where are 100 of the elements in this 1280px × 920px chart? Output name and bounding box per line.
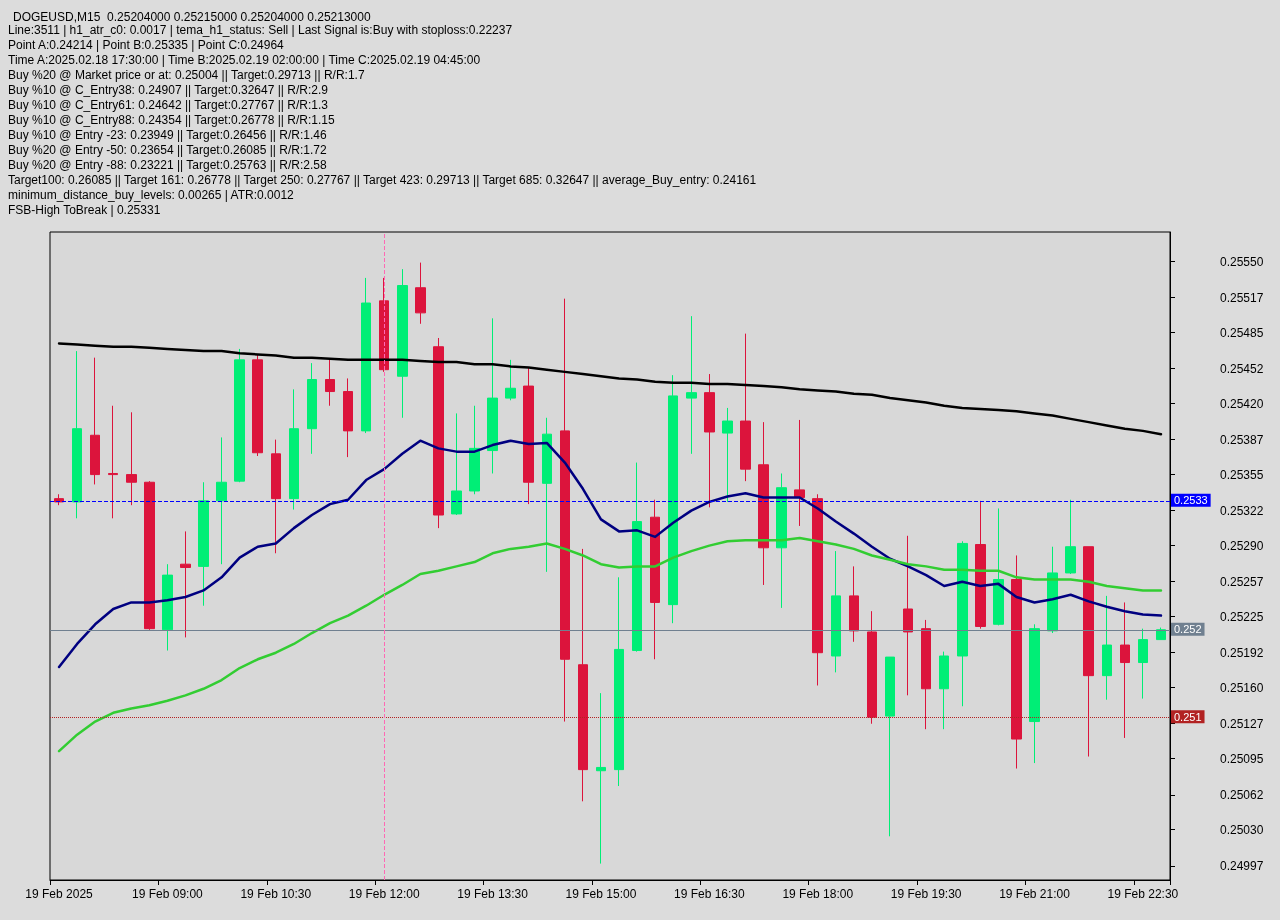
- x-tick-label: 19 Feb 12:00: [348, 887, 420, 901]
- text: Buy %20 @ Market price or at: 0.25004 || Target:0.29713 || R/R:1.7: [8, 68, 365, 82]
- x-tick-label: 19 Feb 18:00: [782, 887, 854, 901]
- candlestick: [975, 500, 986, 630]
- ref-line-label: 0.2533: [1174, 494, 1208, 507]
- candlestick: [523, 367, 534, 505]
- candlestick: [921, 619, 931, 730]
- candlestick: [740, 333, 751, 482]
- y-tick-label: 0.25127: [1220, 716, 1264, 731]
- candlestick: [776, 473, 787, 609]
- candlestick: [252, 353, 263, 457]
- x-tick-label: 19 Feb 09:00: [132, 887, 204, 901]
- candlestick: [469, 405, 480, 495]
- text: minimum_distance_buy_levels: 0.00265 | ATR:0.0012: [8, 188, 295, 202]
- candlestick: [632, 462, 642, 653]
- candlestick: [289, 388, 299, 511]
- ref-line-label: 0.251: [1174, 710, 1202, 723]
- y-tick-label: 0.25517: [1220, 290, 1264, 305]
- text: Line:3511 | h1_atr_c0: 0.0017 | tema_h1_status: Sell | Last Signal is:Buy with stoploss:0.22237: [8, 23, 513, 37]
- x-tick-label: 19 Feb 19:30: [890, 887, 962, 901]
- y-tick-label: 0.25355: [1220, 467, 1264, 482]
- y-tick-label: 0.25095: [1220, 751, 1264, 766]
- y-tick-label: 0.25550: [1220, 254, 1264, 269]
- text: Buy %20 @ Entry -88: 0.23221 || Target:0.25763 || R/R:2.58: [8, 158, 327, 172]
- candlestick: [415, 262, 426, 325]
- candlestick: [144, 480, 155, 631]
- chart-title: DOGEUSD,M15 0.25204000 0.25215000 0.25204000 0.25213000: [13, 10, 371, 24]
- candlestick: [596, 692, 606, 865]
- line-series: [57, 536, 1163, 753]
- y-tick-label: 0.25257: [1220, 574, 1264, 589]
- candlestick: [451, 412, 462, 516]
- candlestick: [216, 436, 227, 565]
- candlestick: [433, 337, 444, 529]
- y-tick-label: 0.25030: [1220, 822, 1264, 837]
- y-tick-label: 0.25290: [1220, 538, 1264, 553]
- y-tick-label: 0.25225: [1220, 609, 1264, 624]
- candlestick: [1065, 499, 1076, 575]
- candlestick: [1138, 628, 1148, 700]
- candlestick: [162, 563, 173, 652]
- candlestick: [1120, 601, 1130, 739]
- candlestick: [993, 507, 1004, 626]
- candlestick: [343, 377, 353, 458]
- candlestick: [614, 576, 624, 787]
- y-tick-label: 0.25485: [1220, 325, 1264, 340]
- candlestick: [1102, 595, 1112, 701]
- candlestick: [379, 277, 389, 373]
- x-tick-label: 19 Feb 22:30: [1107, 887, 1179, 901]
- x-tick-label: 19 Feb 10:30: [240, 887, 312, 901]
- candlestick: [722, 407, 733, 503]
- text: Buy %10 @ C_Entry88: 0.24354 || Target:0.26778 || R/R:1.15: [8, 113, 335, 127]
- candlestick: [704, 373, 715, 508]
- candlestick: [487, 317, 498, 474]
- x-tick-label: 19 Feb 21:00: [999, 887, 1071, 901]
- candlestick: [126, 411, 137, 506]
- text: Time A:2025.02.18 17:30:00 | Time B:2025.02.19 02:00:00 | Time C:2025.02.19 04:45:00: [8, 53, 481, 67]
- candlestick: [560, 298, 570, 723]
- candlestick: [885, 656, 895, 837]
- candlestick: [234, 348, 245, 483]
- candlestick: [794, 419, 805, 527]
- candlestick: [812, 493, 823, 686]
- y-tick-label: 0.25420: [1220, 396, 1264, 411]
- candlestick: [325, 359, 335, 407]
- candlestick: [307, 362, 317, 455]
- ref-line-label: 0.252: [1174, 623, 1202, 636]
- candlestick: [831, 550, 841, 673]
- x-tick-label: 19 Feb 15:00: [565, 887, 637, 901]
- line-series: [57, 342, 1163, 436]
- y-tick-label: 0.25452: [1220, 361, 1264, 376]
- y-tick-label: 0.25192: [1220, 645, 1264, 660]
- candlestick: [397, 268, 408, 419]
- candlestick: [108, 405, 118, 519]
- candlestick: [180, 530, 191, 638]
- candlestick: [1011, 554, 1022, 770]
- x-tick-label: 19 Feb 2025: [25, 887, 94, 901]
- text: Target100: 0.26085 || Target 161: 0.26778 || Target 250: 0.27767 || Target 423: 0.29713 || Target 685: 0.32647 || average_Buy_entry: 0.24161: [8, 173, 757, 187]
- text: Buy %20 @ Entry -50: 0.23654 || Target:0.26085 || R/R:1.72: [8, 143, 327, 157]
- text: Buy %10 @ C_Entry38: 0.24907 || Target:0.32647 || R/R:2.9: [8, 83, 329, 97]
- candlestick: [542, 417, 552, 573]
- y-tick-label: 0.25160: [1220, 680, 1264, 695]
- line-series: [57, 439, 1163, 669]
- candlestick: [1083, 546, 1094, 758]
- candlestick: [1029, 623, 1040, 764]
- candlestick: [758, 421, 769, 586]
- candlestick: [505, 359, 516, 401]
- candlestick: [957, 540, 968, 707]
- text: Buy %10 @ C_Entry61: 0.24642 || Target:0.27767 || R/R:1.3: [8, 98, 329, 112]
- x-tick-label: 19 Feb 16:30: [673, 887, 746, 901]
- text: FSB-High ToBreak | 0.25331: [8, 203, 161, 217]
- candlestick: [903, 535, 913, 696]
- y-tick-label: 0.25387: [1220, 432, 1264, 447]
- candlestick: [90, 357, 100, 485]
- y-tick-label: 0.25062: [1220, 787, 1264, 802]
- candlestick: [198, 481, 209, 607]
- y-tick-label: 0.24997: [1220, 858, 1264, 873]
- candlestick: [867, 610, 877, 725]
- candlestick: [578, 548, 588, 802]
- candlestick: [650, 499, 660, 660]
- candlestick: [271, 439, 281, 554]
- candlestick: [939, 651, 949, 730]
- candlestick: [668, 374, 678, 624]
